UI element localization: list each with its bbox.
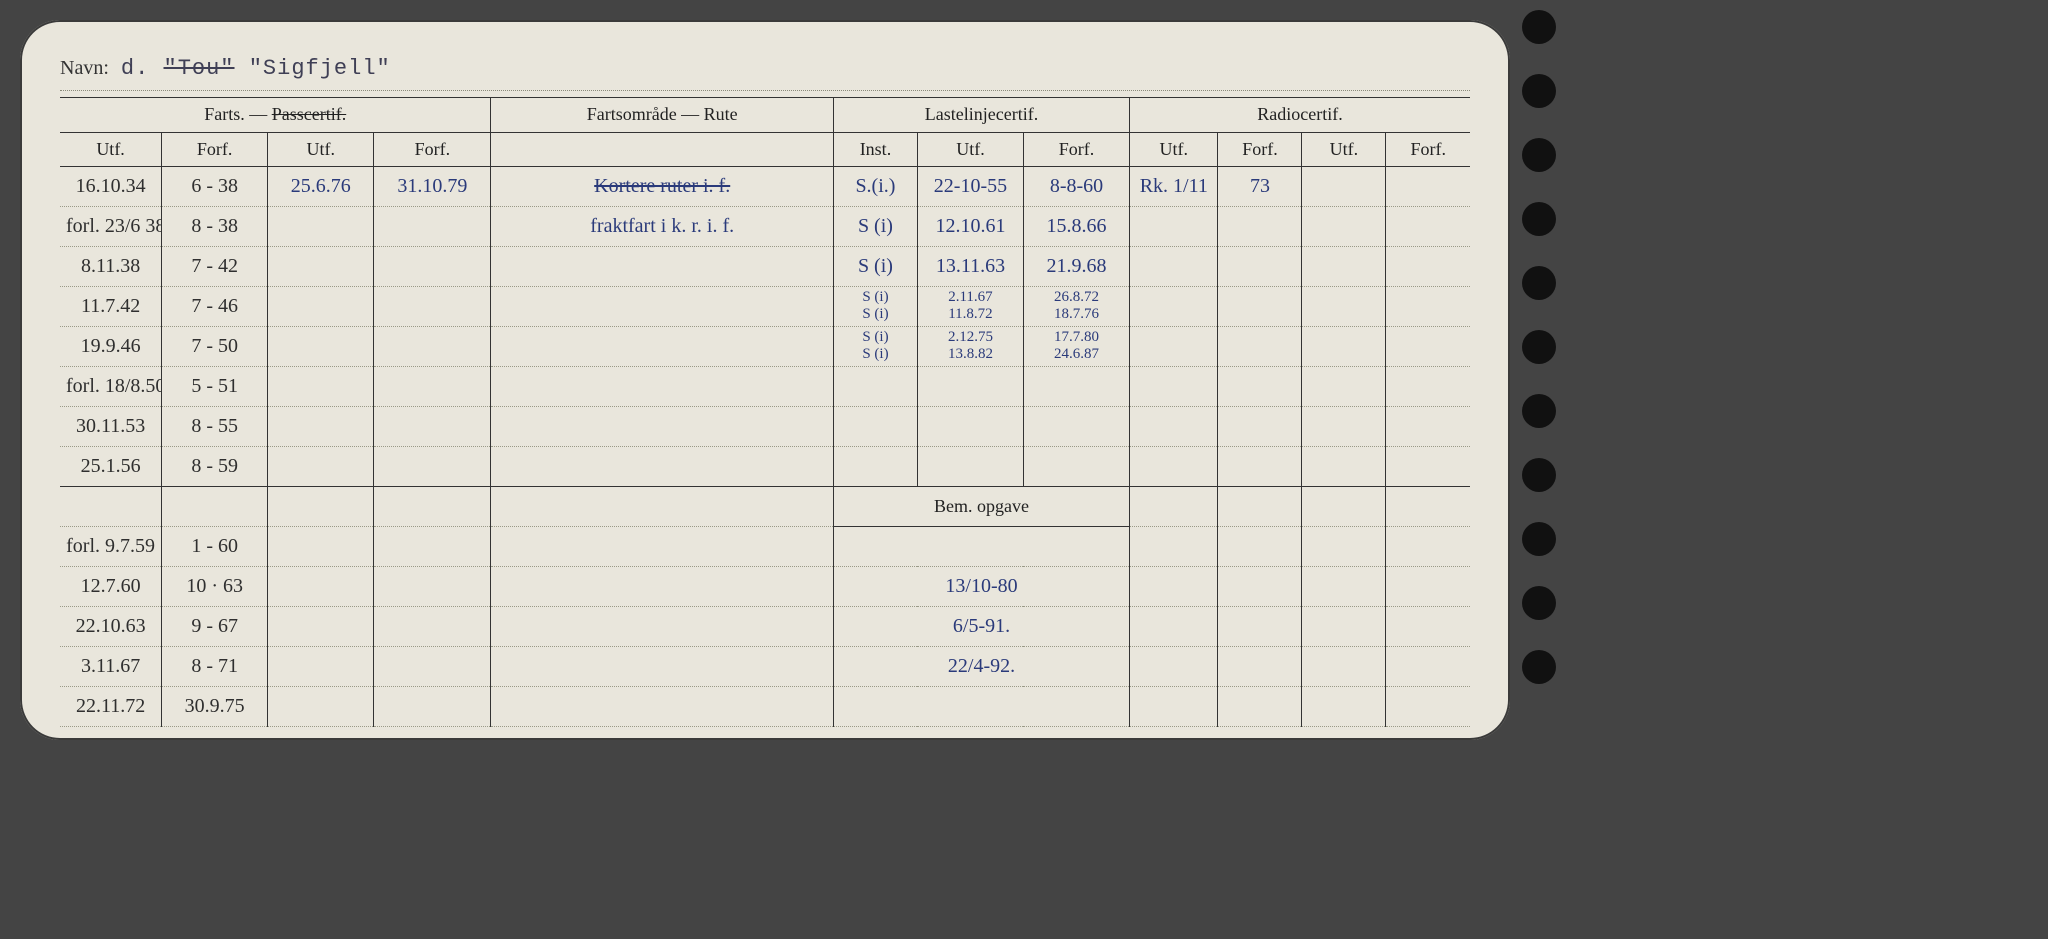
bem-header-row: Bem. opgave xyxy=(60,486,1470,526)
binder-holes xyxy=(1522,10,1556,684)
table-row: 8.11.387 - 42S (i)13.11.6321.9.68 xyxy=(60,246,1470,286)
table-row: 25.1.568 - 59 xyxy=(60,446,1470,486)
table-row: 22.10.639 - 676/5-91. xyxy=(60,606,1470,646)
navn-label: Navn: xyxy=(60,57,109,82)
table-row: 19.9.467 - 50S (i)S (i)2.12.7513.8.8217.… xyxy=(60,326,1470,366)
table-row: forl. 23/6 388 - 38fraktfart i k. r. i. … xyxy=(60,206,1470,246)
sub-header-row: Utf. Forf. Utf. Forf. Inst. Utf. Forf. U… xyxy=(60,132,1470,166)
table-row: 16.10.346 - 3825.6.7631.10.79Kortere rut… xyxy=(60,166,1470,206)
bem-cell: 6/5-91. xyxy=(833,606,1129,646)
index-card: Navn: d. "Tou" "Sigfjell" Farts. — Passc… xyxy=(20,20,1510,740)
hdr-radio: Radiocertif. xyxy=(1130,98,1470,132)
bem-cell xyxy=(833,526,1129,566)
certificate-table: Farts. — Passcertif. Fartsområde — Rute … xyxy=(60,98,1470,727)
table-row: 12.7.6010 · 6313/10-80 xyxy=(60,566,1470,606)
bem-cell: 22/4-92. xyxy=(833,646,1129,686)
group-header-row: Farts. — Passcertif. Fartsområde — Rute … xyxy=(60,98,1470,132)
table-row: forl. 9.7.591 - 60 xyxy=(60,526,1470,566)
title-row: Navn: d. "Tou" "Sigfjell" xyxy=(60,50,1470,91)
hdr-farts: Farts. — Passcertif. xyxy=(60,98,491,132)
table-row: forl. 18/8.505 - 51 xyxy=(60,366,1470,406)
table-row: 22.11.7230.9.75 xyxy=(60,686,1470,726)
hdr-laste: Lastelinjecertif. xyxy=(833,98,1129,132)
hdr-route: Fartsområde — Rute xyxy=(491,98,834,132)
bem-cell xyxy=(833,686,1129,726)
table-body: 16.10.346 - 3825.6.7631.10.79Kortere rut… xyxy=(60,166,1470,726)
navn-value: d. "Tou" "Sigfjell" xyxy=(121,56,391,82)
table-row: 11.7.427 - 46S (i)S (i)2.11.6711.8.7226.… xyxy=(60,286,1470,326)
table-row: 3.11.678 - 7122/4-92. xyxy=(60,646,1470,686)
bem-opgave-label: Bem. opgave xyxy=(833,486,1129,526)
bem-cell: 13/10-80 xyxy=(833,566,1129,606)
table-row: 30.11.538 - 55 xyxy=(60,406,1470,446)
